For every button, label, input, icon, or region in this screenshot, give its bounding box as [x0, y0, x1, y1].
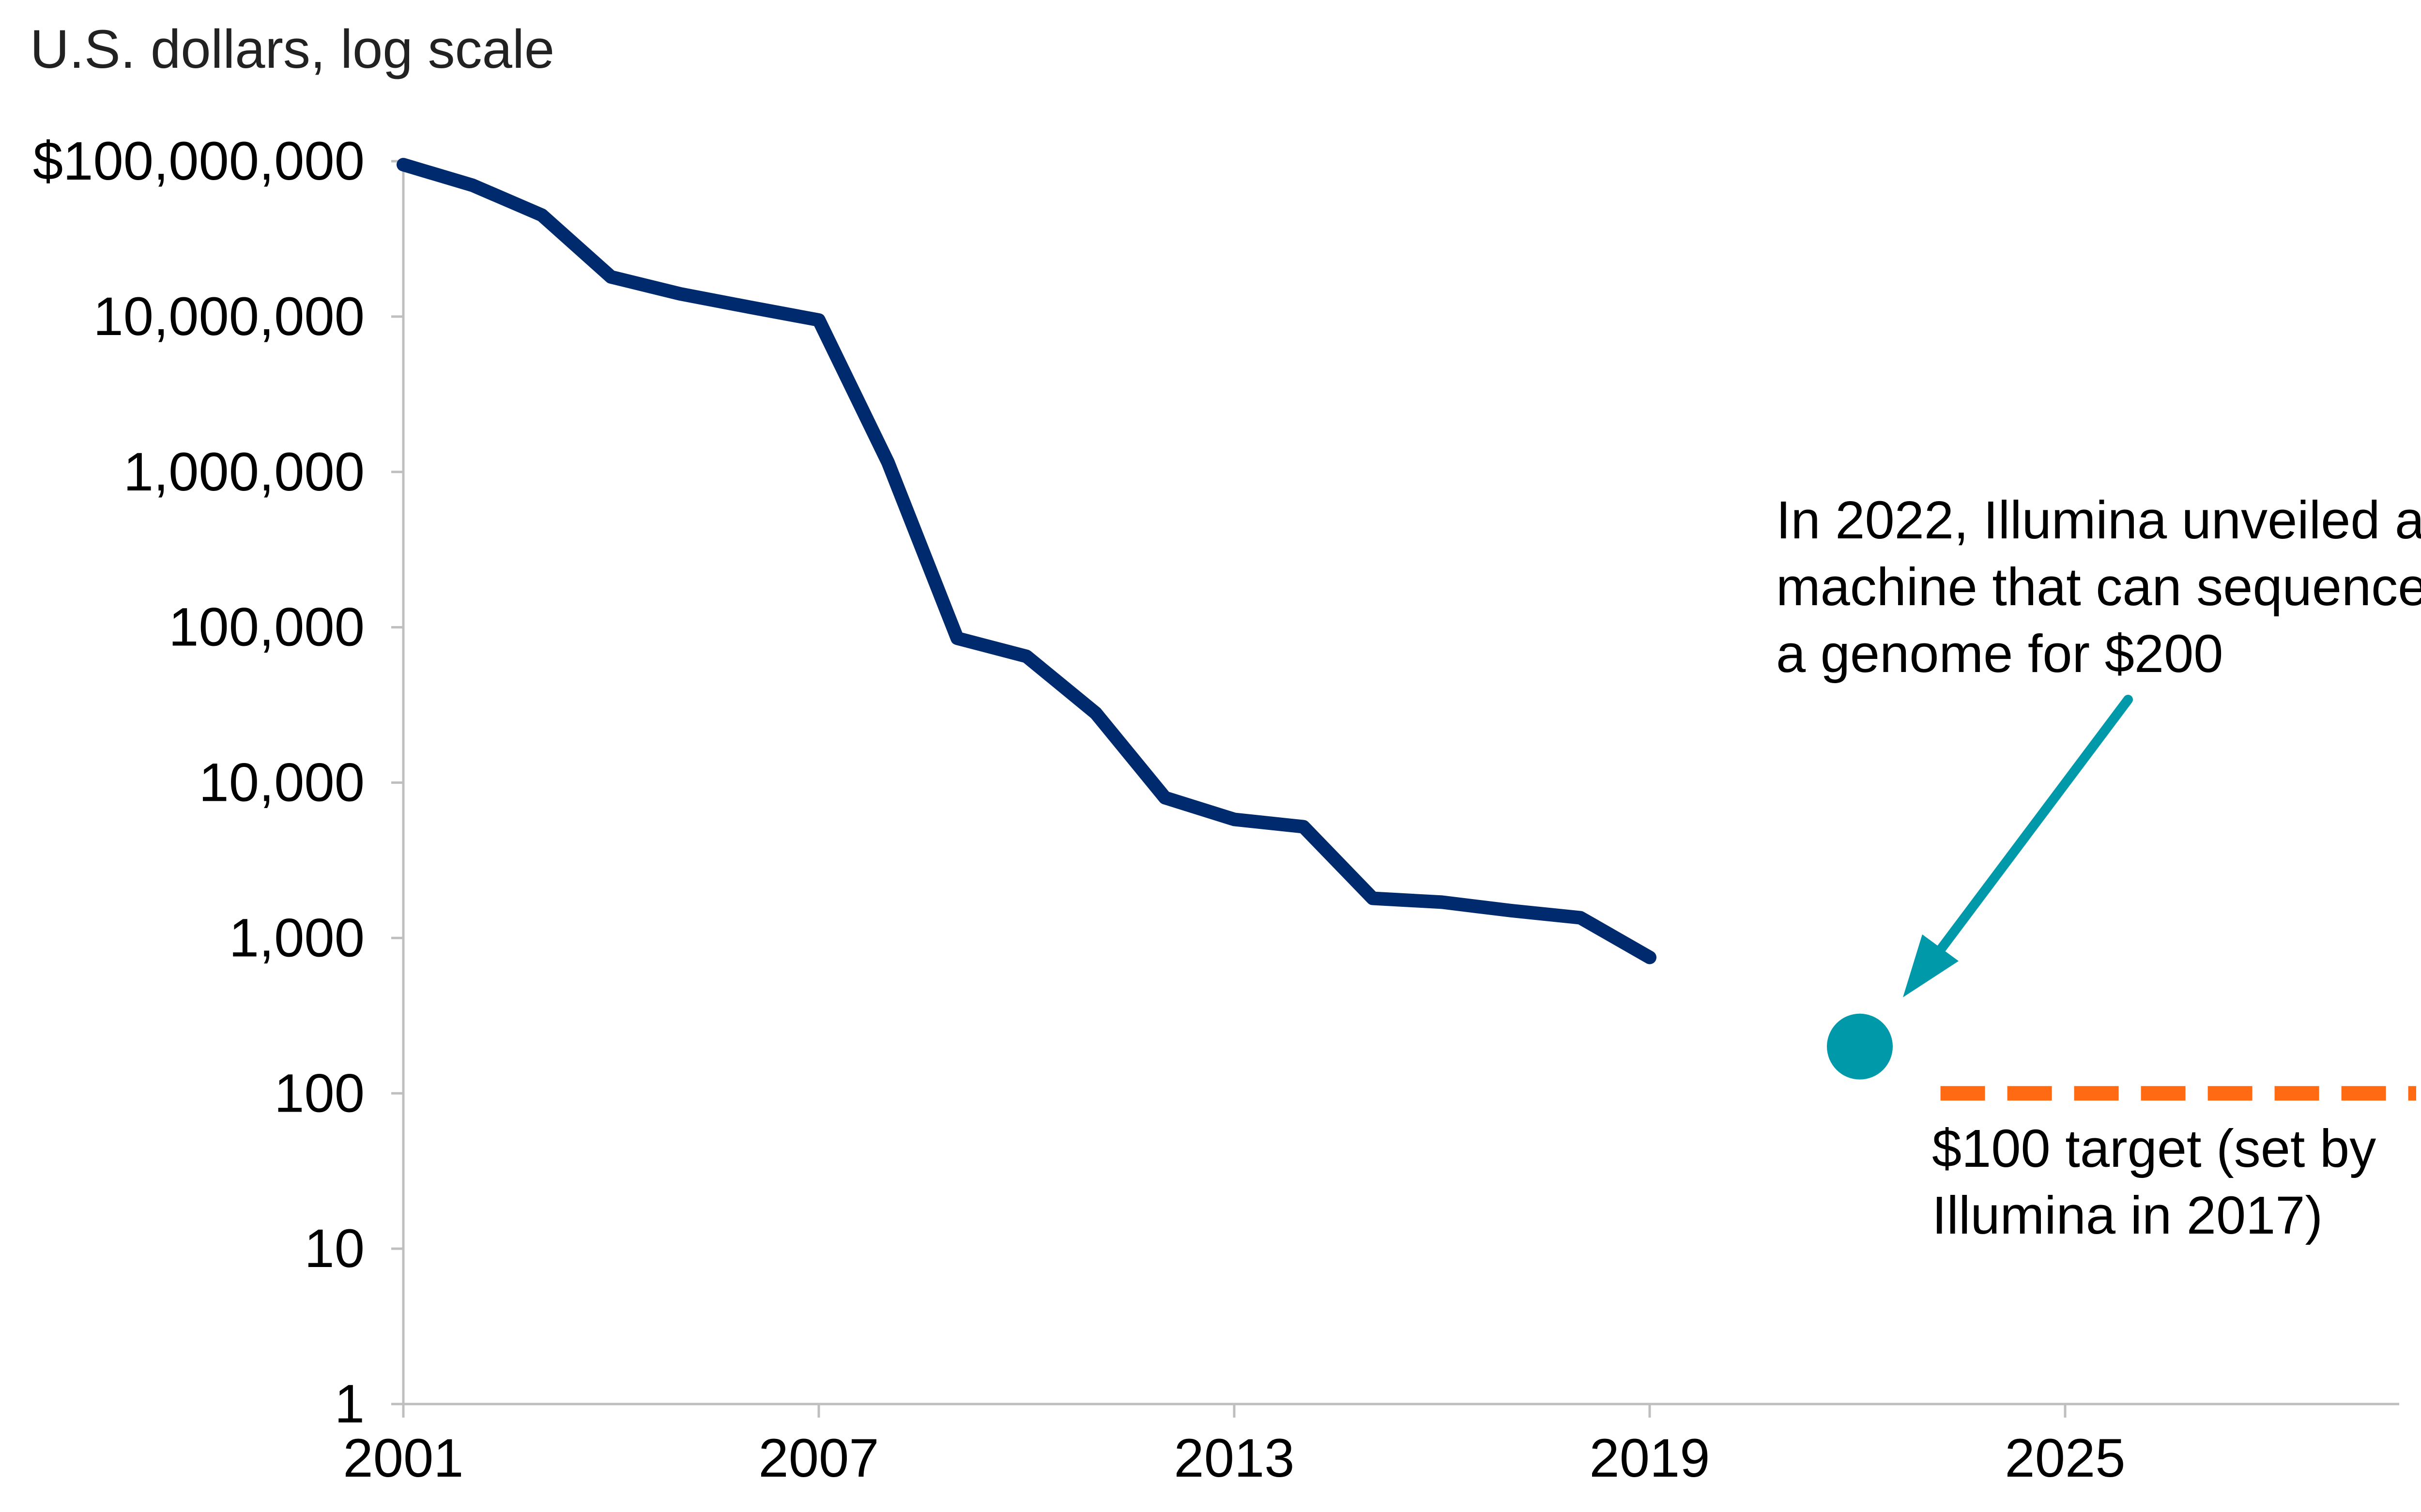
y-tick-label: 100,000 — [169, 597, 365, 657]
x-tick-label: 2001 — [343, 1428, 463, 1488]
x-tick-label: 2025 — [2005, 1428, 2125, 1488]
x-tick-label: 2013 — [1174, 1428, 1294, 1488]
highlight-layer — [1827, 695, 2133, 1080]
annotation-target: $100 target (set by Illumina in 2017) — [1932, 1119, 2376, 1245]
y-tick-label: 1,000 — [229, 907, 365, 968]
annotation-line: In 2022, Illumina unveiled a — [1776, 490, 2421, 550]
annotation-illumina-2022: In 2022, Illumina unveiled a machine tha… — [1776, 490, 2421, 684]
cost-series-line — [397, 158, 1656, 964]
annotation-arrow-shaft — [1934, 695, 2133, 956]
x-axis-ticks: 2001 2007 2013 2019 2025 — [343, 1404, 2126, 1488]
annotation-line: $100 target (set by — [1932, 1119, 2376, 1178]
annotation-line: Illumina in 2017) — [1932, 1186, 2323, 1245]
y-tick-label: 10,000,000 — [93, 286, 365, 347]
y-tick-label: 10 — [304, 1218, 365, 1279]
y-tick-label: 100 — [274, 1063, 365, 1123]
annotation-line: machine that can sequence — [1776, 557, 2421, 617]
x-tick-label: 2007 — [758, 1428, 879, 1488]
y-tick-label: 10,000 — [199, 752, 365, 813]
annotation-line: a genome for $200 — [1776, 624, 2223, 684]
y-tick-label: $100,000,000 — [33, 131, 365, 191]
y-axis-title: U.S. dollars, log scale — [30, 19, 554, 79]
y-axis-ticks: 1 10 100 1,000 10,000 100,000 1,000,000 10,000,… — [33, 131, 403, 1434]
x-tick-label: 2019 — [1589, 1428, 1710, 1488]
series-layer — [397, 158, 1656, 964]
annotation-arrow-head — [1903, 934, 1959, 997]
y-tick-label: 1,000,000 — [123, 442, 365, 502]
illumina-2022-point — [1827, 1013, 1893, 1080]
y-tick-label: 1 — [335, 1374, 365, 1434]
